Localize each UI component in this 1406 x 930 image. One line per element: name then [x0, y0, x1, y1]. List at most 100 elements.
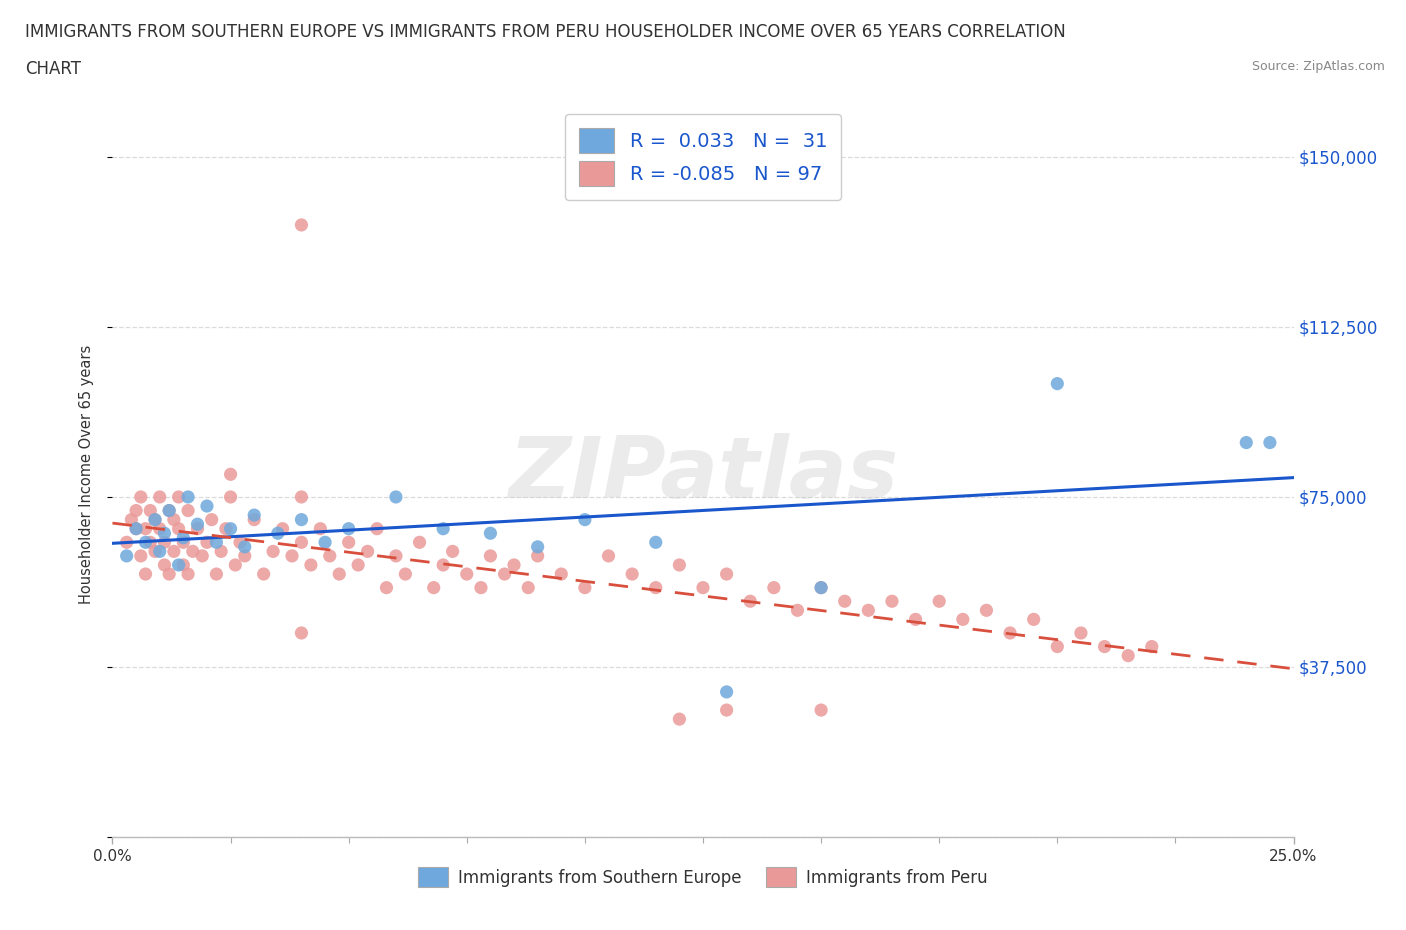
Point	[172, 535, 194, 550]
Point	[219, 521, 242, 536]
Point	[157, 503, 180, 518]
Point	[1116, 648, 1139, 663]
Point	[479, 525, 502, 540]
Point	[129, 549, 152, 564]
Point	[290, 535, 312, 550]
Point	[394, 566, 416, 581]
Point	[880, 594, 903, 609]
Point	[1070, 626, 1092, 641]
Point	[834, 594, 856, 609]
Point	[740, 594, 762, 609]
Point	[1140, 639, 1163, 654]
Point	[177, 566, 200, 581]
Text: Source: ZipAtlas.com: Source: ZipAtlas.com	[1251, 60, 1385, 73]
Point	[314, 535, 336, 550]
Point	[229, 535, 252, 550]
Point	[716, 566, 738, 581]
Point	[1022, 612, 1045, 627]
Point	[1094, 639, 1116, 654]
Point	[1046, 377, 1069, 392]
Point	[385, 489, 408, 504]
Point	[432, 521, 454, 536]
Point	[125, 521, 148, 536]
Point	[366, 521, 388, 536]
Point	[356, 544, 378, 559]
Point	[167, 489, 190, 504]
Point	[1234, 435, 1257, 450]
Point	[692, 580, 714, 595]
Point	[385, 549, 408, 564]
Point	[1046, 639, 1069, 654]
Point	[149, 521, 172, 536]
Point	[195, 535, 218, 550]
Point	[408, 535, 430, 550]
Point	[163, 544, 186, 559]
Point	[233, 539, 256, 554]
Point	[139, 535, 162, 550]
Point	[209, 544, 232, 559]
Point	[328, 566, 350, 581]
Point	[219, 489, 242, 504]
Point	[290, 218, 312, 232]
Point	[163, 512, 186, 527]
Point	[167, 558, 190, 573]
Point	[550, 566, 572, 581]
Point	[644, 535, 666, 550]
Point	[621, 566, 644, 581]
Point	[177, 489, 200, 504]
Point	[928, 594, 950, 609]
Point	[810, 580, 832, 595]
Point	[135, 566, 157, 581]
Point	[598, 549, 620, 564]
Point	[716, 684, 738, 699]
Point	[976, 603, 998, 618]
Point	[167, 521, 190, 536]
Point	[716, 703, 738, 718]
Point	[347, 558, 370, 573]
Point	[262, 544, 284, 559]
Point	[153, 535, 176, 550]
Point	[271, 521, 294, 536]
Point	[810, 703, 832, 718]
Point	[149, 489, 172, 504]
Point	[129, 489, 152, 504]
Point	[191, 549, 214, 564]
Point	[299, 558, 322, 573]
Legend: Immigrants from Southern Europe, Immigrants from Peru: Immigrants from Southern Europe, Immigra…	[412, 860, 994, 894]
Point	[494, 566, 516, 581]
Point	[574, 580, 596, 595]
Point	[526, 539, 548, 554]
Point	[375, 580, 398, 595]
Point	[120, 512, 142, 527]
Point	[456, 566, 478, 581]
Point	[186, 521, 208, 536]
Point	[157, 566, 180, 581]
Point	[762, 580, 785, 595]
Point	[153, 558, 176, 573]
Point	[319, 549, 342, 564]
Point	[125, 503, 148, 518]
Y-axis label: Householder Income Over 65 years: Householder Income Over 65 years	[79, 345, 94, 604]
Point	[143, 544, 166, 559]
Point	[337, 535, 360, 550]
Point	[195, 498, 218, 513]
Point	[267, 525, 290, 540]
Point	[1258, 435, 1281, 450]
Point	[135, 535, 157, 550]
Point	[517, 580, 540, 595]
Point	[172, 530, 194, 545]
Point	[224, 558, 246, 573]
Text: ZIPatlas: ZIPatlas	[508, 432, 898, 516]
Point	[337, 521, 360, 536]
Point	[177, 503, 200, 518]
Text: CHART: CHART	[25, 60, 82, 78]
Point	[115, 535, 138, 550]
Point	[205, 566, 228, 581]
Point	[644, 580, 666, 595]
Point	[115, 549, 138, 564]
Point	[786, 603, 808, 618]
Point	[309, 521, 332, 536]
Point	[157, 503, 180, 518]
Point	[139, 503, 162, 518]
Point	[233, 549, 256, 564]
